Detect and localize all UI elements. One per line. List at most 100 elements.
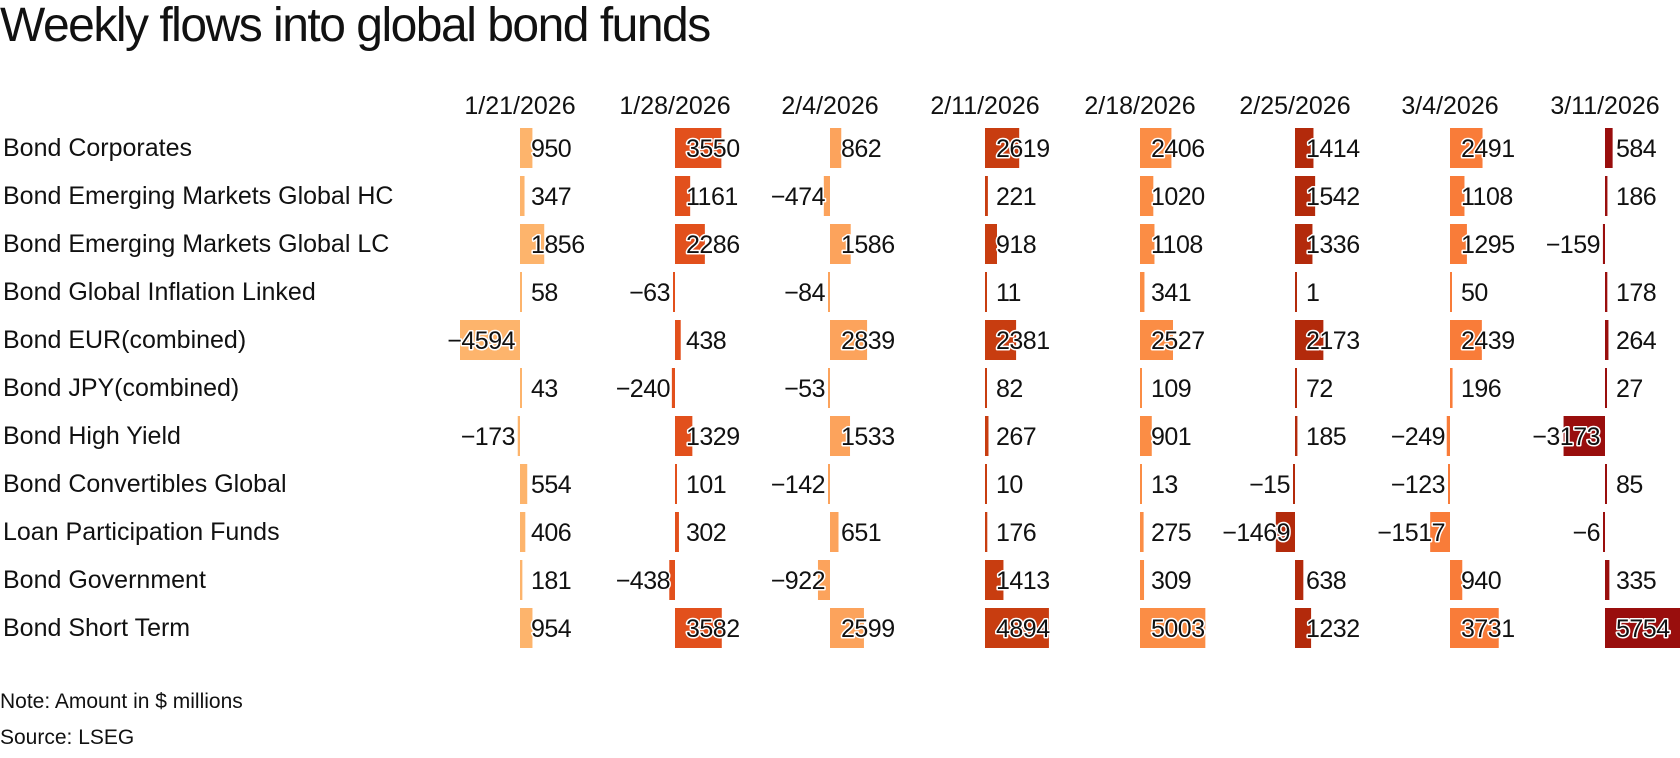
- value-label: 181: [531, 567, 571, 595]
- row-label: Bond Convertibles Global: [3, 470, 287, 498]
- flow-bar: [1295, 416, 1298, 456]
- column-header: 2/18/2026: [1084, 92, 1195, 120]
- value-label: 940: [1461, 567, 1501, 595]
- flow-bar: [830, 128, 842, 168]
- flow-bar: [460, 320, 520, 360]
- flow-bar: [1605, 608, 1680, 648]
- value-label: 901: [1151, 423, 1191, 451]
- value-label: 1020: [1151, 183, 1205, 211]
- flow-bar: [1140, 608, 1206, 648]
- flow-bar: [1295, 368, 1297, 408]
- flow-bar: [1295, 224, 1313, 264]
- row-label: Bond High Yield: [3, 422, 181, 450]
- value-label: 264: [1616, 327, 1657, 355]
- flows-table-chart: 1/21/2026 1/28/2026 2/4/2026 2/11/2026 2/18/…: [3, 92, 1680, 648]
- value-label: 72: [1306, 375, 1333, 403]
- value-label: −1469: [1222, 519, 1290, 547]
- column-header: 1/21/2026: [464, 92, 575, 120]
- flow-bar: [985, 416, 989, 456]
- row-label: Bond Short Term: [3, 614, 190, 642]
- value-label: 1232: [1306, 615, 1360, 643]
- value-label: −474: [771, 183, 826, 211]
- value-label: 2491: [1461, 135, 1515, 163]
- flow-bar: [675, 176, 691, 216]
- column-header: 2/25/2026: [1239, 92, 1350, 120]
- value-label: 2173: [1306, 327, 1360, 355]
- value-label: −173: [461, 423, 515, 451]
- value-label: −3173: [1532, 423, 1600, 451]
- flow-bar: [1140, 128, 1172, 168]
- value-label: 2599: [841, 615, 895, 643]
- value-label: 3582: [686, 615, 740, 643]
- flow-bar: [1450, 224, 1467, 264]
- column-header: 2/4/2026: [781, 92, 878, 120]
- flow-bar: [828, 368, 830, 408]
- flow-bar: [1275, 512, 1295, 552]
- value-label: 309: [1151, 567, 1191, 595]
- flow-bar: [1140, 464, 1142, 504]
- value-label: 2439: [1461, 327, 1515, 355]
- value-label: −123: [1391, 471, 1445, 499]
- flow-bar: [675, 512, 679, 552]
- value-label: 584: [1616, 135, 1657, 163]
- value-label: 275: [1151, 519, 1191, 547]
- value-label: −84: [784, 279, 826, 307]
- value-label: 1: [1306, 279, 1319, 307]
- flow-bar: [1295, 176, 1316, 216]
- value-label: −159: [1546, 231, 1600, 259]
- value-label: 178: [1616, 279, 1656, 307]
- value-label: 4894: [996, 615, 1050, 643]
- value-label: 2619: [996, 135, 1050, 163]
- flow-bar: [830, 320, 868, 360]
- value-label: 950: [531, 135, 571, 163]
- flow-bar: [1140, 272, 1145, 312]
- flow-bar: [1140, 560, 1145, 600]
- value-label: 58: [531, 279, 558, 307]
- flow-bar: [1295, 560, 1304, 600]
- value-label: 82: [996, 375, 1023, 403]
- value-label: −240: [616, 375, 670, 403]
- row-label: Bond JPY(combined): [3, 374, 239, 402]
- flow-bar: [1446, 416, 1450, 456]
- flow-bar: [828, 464, 830, 504]
- flow-bar: [1605, 128, 1613, 168]
- value-label: −142: [771, 471, 825, 499]
- flow-bar: [520, 368, 522, 408]
- flow-bar: [1605, 464, 1607, 504]
- flow-bar: [1605, 176, 1608, 216]
- flow-bar: [520, 512, 526, 552]
- flow-bar: [1605, 368, 1607, 408]
- flow-bar: [520, 128, 533, 168]
- flow-bar: [985, 512, 988, 552]
- value-label: −1517: [1377, 519, 1445, 547]
- value-label: −4594: [447, 327, 515, 355]
- value-label: 1856: [531, 231, 585, 259]
- value-label: 651: [841, 519, 881, 547]
- value-label: 5754: [1616, 615, 1670, 643]
- flow-bar: [985, 608, 1049, 648]
- value-label: 1533: [841, 423, 895, 451]
- value-label: −15: [1249, 471, 1290, 499]
- value-label: 406: [531, 519, 571, 547]
- value-label: 918: [996, 231, 1036, 259]
- flow-bar: [985, 320, 1017, 360]
- column-header: 3/11/2026: [1550, 92, 1659, 120]
- flow-bar: [985, 272, 987, 312]
- flow-bar: [675, 320, 681, 360]
- flow-bar: [828, 272, 830, 312]
- value-label: 176: [996, 519, 1036, 547]
- value-label: −922: [771, 567, 825, 595]
- flow-bar: [1295, 608, 1312, 648]
- row-label: Bond Global Inflation Linked: [3, 278, 316, 306]
- value-label: 221: [996, 183, 1036, 211]
- value-label: 2527: [1151, 327, 1205, 355]
- value-label: 1329: [686, 423, 740, 451]
- chart-title: Weekly flows into global bond funds: [0, 0, 711, 52]
- flow-bar: [1140, 368, 1142, 408]
- flow-bar: [1295, 320, 1324, 360]
- value-label: 2381: [996, 327, 1050, 355]
- flow-bar: [1450, 560, 1463, 600]
- value-label: 109: [1151, 375, 1191, 403]
- value-label: 267: [996, 423, 1036, 451]
- value-label: 1414: [1306, 135, 1360, 163]
